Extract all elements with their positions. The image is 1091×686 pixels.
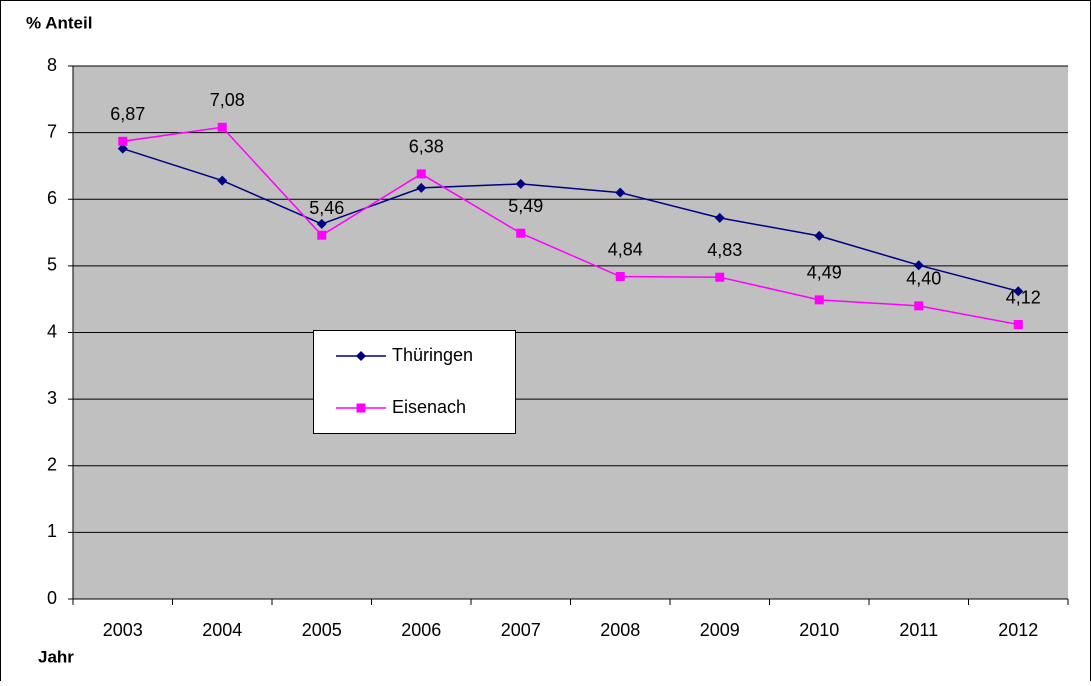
data-point <box>316 218 327 229</box>
data-point <box>714 212 725 223</box>
series-line <box>122 147 1019 292</box>
x-axis-label: Jahr <box>38 647 74 666</box>
x-tick-label: 2003 <box>103 620 143 640</box>
data-point <box>416 182 427 193</box>
series-line <box>122 126 1019 326</box>
data-point <box>715 272 725 282</box>
data-point <box>913 260 924 271</box>
x-tick-label: 2007 <box>501 620 541 640</box>
data-label: 6,87 <box>110 104 145 124</box>
data-point <box>914 301 924 311</box>
data-point <box>1013 320 1023 330</box>
data-point <box>117 143 128 154</box>
y-tick-label: 3 <box>47 388 57 408</box>
y-axis-label: % Anteil <box>26 13 92 32</box>
data-label: 7,08 <box>210 90 245 110</box>
x-tick-label: 2012 <box>998 620 1038 640</box>
x-tick-label: 2005 <box>302 620 342 640</box>
y-tick-label: 6 <box>47 188 57 208</box>
legend-box <box>313 330 516 434</box>
y-tick-label: 4 <box>47 321 57 341</box>
x-tick-label: 2004 <box>202 620 242 640</box>
legend-marker <box>356 403 366 413</box>
data-point <box>217 175 228 186</box>
data-label: 5,49 <box>508 196 543 216</box>
data-label: 5,46 <box>309 198 344 218</box>
data-point <box>814 295 824 305</box>
y-tick-label: 5 <box>47 255 57 275</box>
data-point <box>615 272 625 282</box>
data-point <box>317 230 327 240</box>
data-label: 4,40 <box>906 269 941 289</box>
legend-label: Eisenach <box>392 397 466 417</box>
data-label: 4,49 <box>807 263 842 283</box>
data-point <box>217 122 227 132</box>
legend-marker <box>356 351 366 361</box>
legend: Thüringen Eisenach <box>313 330 516 434</box>
data-point <box>814 230 825 241</box>
data-point <box>516 228 526 238</box>
legend-label: Thüringen <box>392 345 473 365</box>
y-tick-label: 1 <box>47 521 57 541</box>
y-tick-label: 7 <box>47 121 57 141</box>
data-point <box>515 178 526 189</box>
x-tick-label: 2009 <box>700 620 740 640</box>
data-label: 4,84 <box>608 239 643 259</box>
x-tick-label: 2008 <box>600 620 640 640</box>
y-tick-label: 2 <box>47 455 57 475</box>
x-tick-label: 2006 <box>401 620 441 640</box>
data-label: 6,38 <box>409 137 444 157</box>
data-point <box>615 187 626 198</box>
data-point <box>118 136 128 146</box>
data-point <box>416 169 426 179</box>
y-tick-label: 0 <box>47 588 57 608</box>
data-label: 4,12 <box>1006 287 1041 307</box>
data-label: 4,83 <box>707 240 742 260</box>
data-point <box>1013 286 1024 297</box>
y-tick-label: 8 <box>47 55 57 75</box>
x-tick-label: 2010 <box>799 620 839 640</box>
x-tick-label: 2011 <box>899 620 938 640</box>
